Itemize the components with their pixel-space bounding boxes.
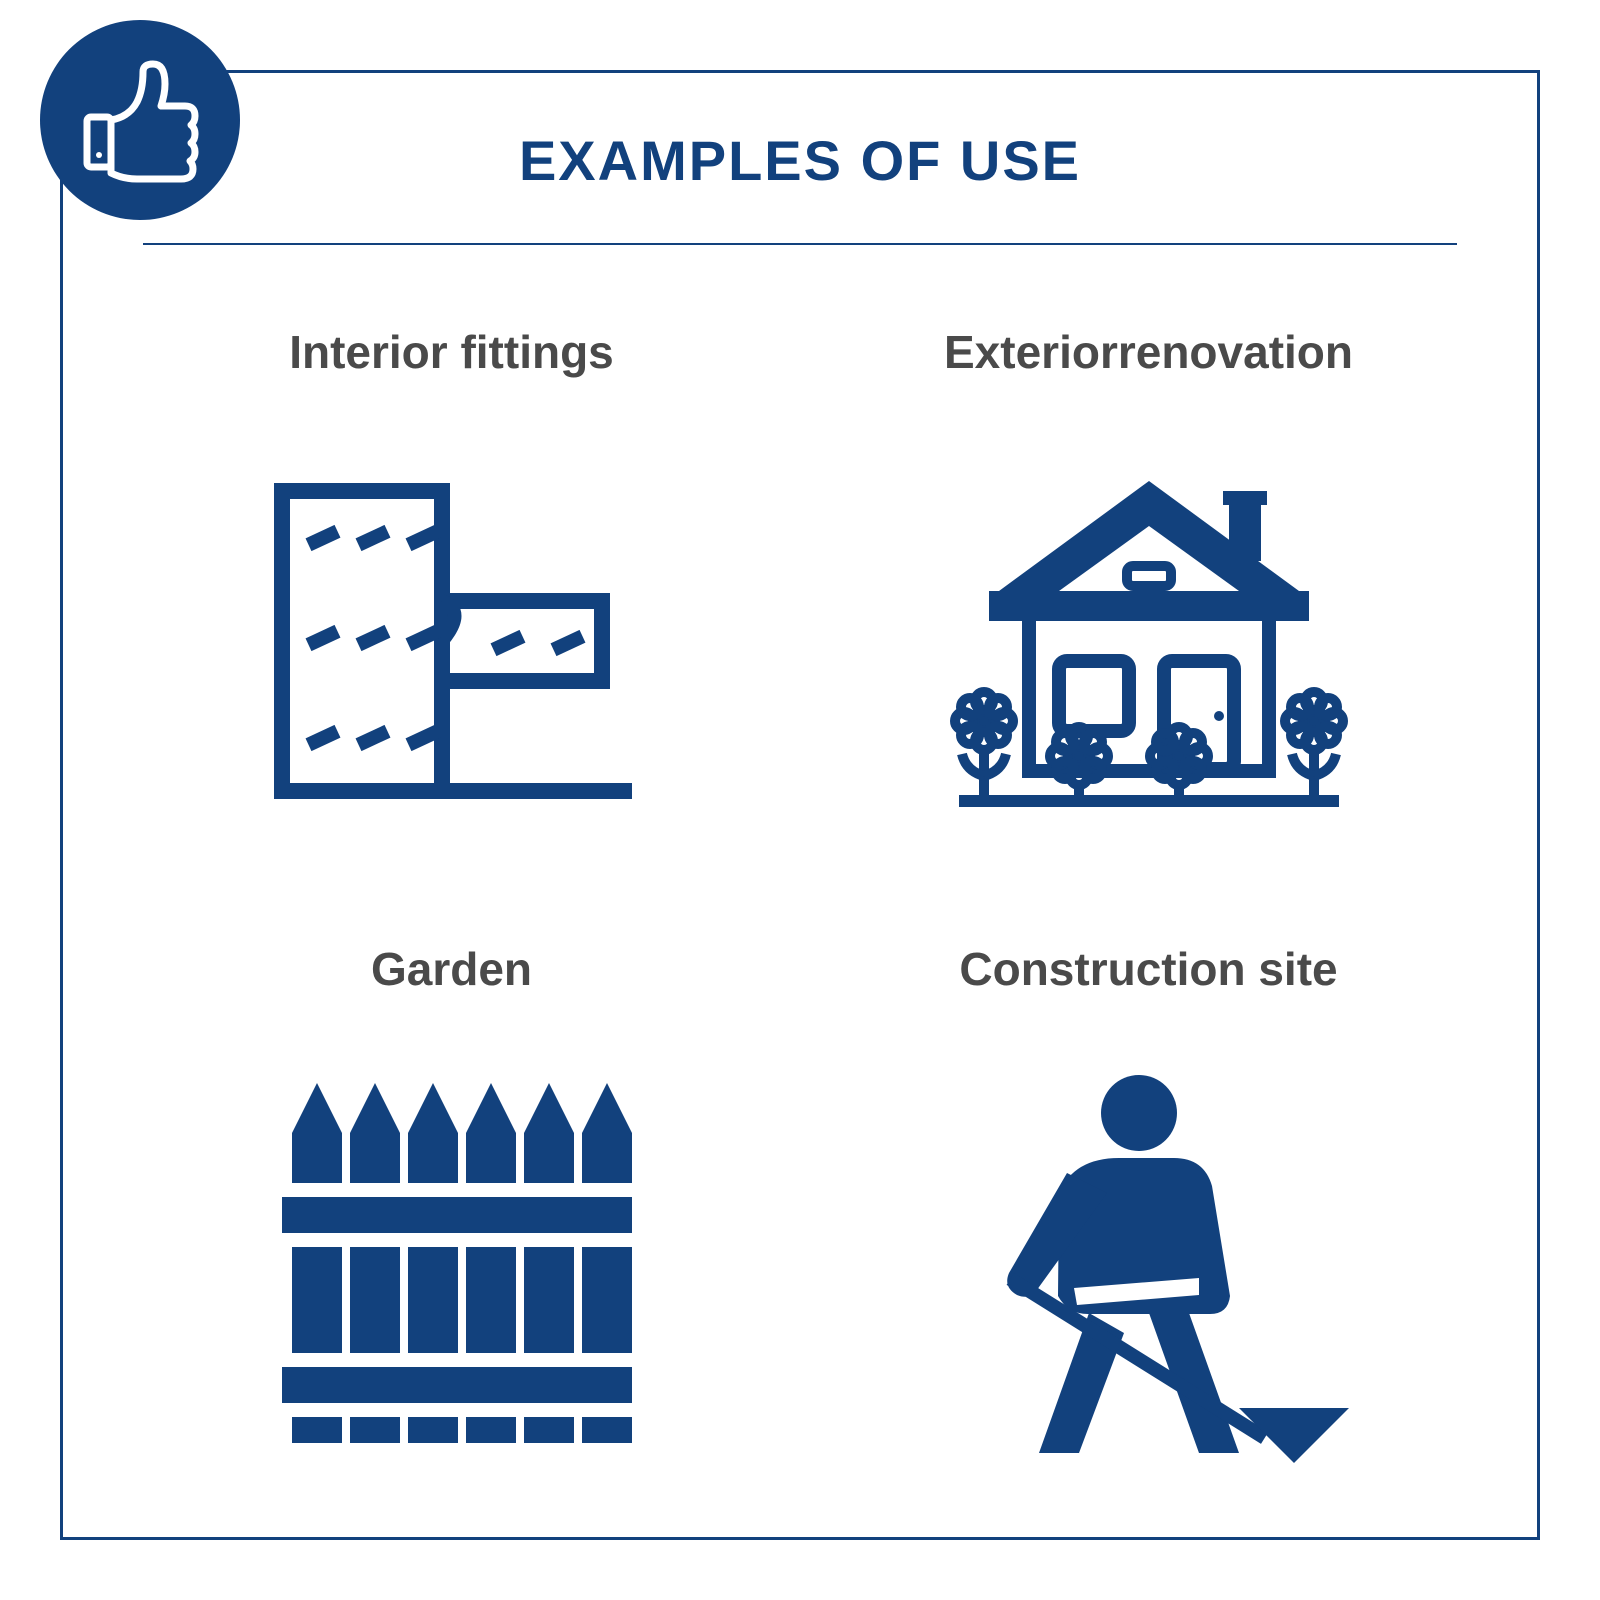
example-interior-fittings: Interior fittings: [123, 325, 780, 882]
fence-icon: [123, 1026, 780, 1499]
example-label: Exteriorrenovation: [944, 325, 1353, 379]
content-frame: EXAMPLES OF USE Interior fittings: [60, 70, 1540, 1540]
example-garden: Garden: [123, 942, 780, 1499]
example-construction-site: Construction site: [820, 942, 1477, 1499]
house-flowers-icon: [820, 409, 1477, 882]
thumbs-up-icon: [75, 55, 205, 185]
example-label: Garden: [371, 942, 532, 996]
worker-shovel-icon: [820, 1026, 1477, 1499]
insulation-panel-icon: [123, 409, 780, 882]
example-label: Interior fittings: [289, 325, 614, 379]
example-label: Construction site: [959, 942, 1337, 996]
thumbs-up-badge: [40, 20, 240, 220]
page-title: EXAMPLES OF USE: [63, 73, 1537, 193]
example-exterior-renovation: Exteriorrenovation: [820, 325, 1477, 882]
examples-grid: Interior fittings: [63, 245, 1537, 1539]
